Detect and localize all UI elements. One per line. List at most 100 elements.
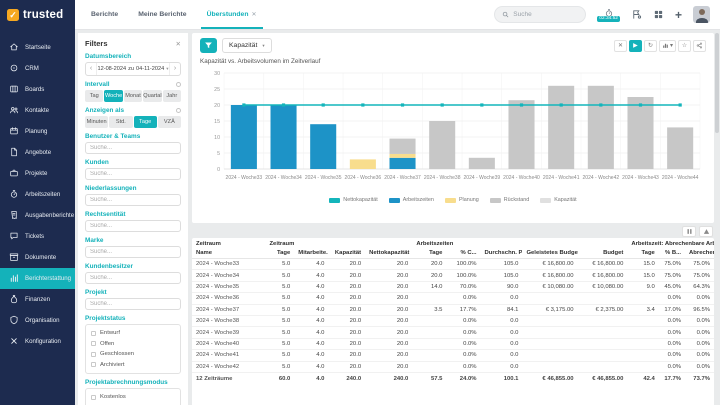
- chart-type-selector[interactable]: ▾: [659, 40, 676, 52]
- date-range-value[interactable]: 12-08-2024 zu 04-11-2024 ▾: [96, 63, 170, 75]
- refresh-icon[interactable]: ↻: [644, 40, 657, 52]
- apps-grid-icon[interactable]: [653, 9, 664, 20]
- table-row-2024-woche42[interactable]: 2024 - Woche425.04.020.020.00.0%0.00.0%0…: [192, 361, 714, 372]
- interval-option-tag[interactable]: Tag: [85, 90, 103, 102]
- rechtsentitat-search-input[interactable]: [85, 220, 181, 232]
- sidebar-item-berichterstattung[interactable]: Berichterstattung: [0, 268, 75, 289]
- table-row-2024-woche38[interactable]: 2024 - Woche385.04.020.020.00.0%0.00.0%0…: [192, 315, 714, 326]
- interval-option-woche[interactable]: Woche: [104, 90, 122, 102]
- column-header-b-11[interactable]: % B...: [659, 248, 685, 259]
- create-new-icon[interactable]: +: [675, 8, 682, 22]
- checkbox-icon[interactable]: [91, 331, 96, 336]
- sidebar-item-konfiguration[interactable]: Konfiguration: [0, 331, 75, 352]
- checkbox-geschlossen[interactable]: Geschlossen: [91, 349, 175, 360]
- interval-option-jahr[interactable]: Jahr: [163, 90, 181, 102]
- tab-berichte[interactable]: Berichte: [91, 0, 118, 29]
- table-row-2024-woche40[interactable]: 2024 - Woche405.04.020.020.00.0%0.00.0%0…: [192, 338, 714, 349]
- sidebar-item-planung[interactable]: Planung: [0, 121, 75, 142]
- sidebar-item-projekte[interactable]: Projekte: [0, 163, 75, 184]
- columns-icon[interactable]: [682, 226, 696, 237]
- table-row-2024-woche34[interactable]: 2024 - Woche345.04.020.020.020.0100.0%10…: [192, 270, 714, 281]
- tab-meine-berichte[interactable]: Meine Berichte: [138, 0, 186, 29]
- tab-close-icon[interactable]: ✕: [251, 11, 256, 18]
- page-scrollbar[interactable]: [715, 33, 719, 403]
- column-header-durchschn-pr-7[interactable]: Durchschn. Pr...: [481, 248, 523, 259]
- column-header-mitarbeite-2[interactable]: Mitarbeite...: [294, 248, 328, 259]
- legend-item-kapazitat[interactable]: Kapazität: [540, 197, 576, 203]
- info-icon[interactable]: [176, 82, 181, 87]
- interval-option-monat[interactable]: Monat: [124, 90, 142, 102]
- global-search[interactable]: [494, 6, 586, 23]
- checkbox-offen[interactable]: Offen: [91, 339, 175, 350]
- scrollbar-thumb[interactable]: [715, 33, 719, 133]
- column-header-tage-1[interactable]: Tage: [265, 248, 294, 259]
- checkbox-entwurf[interactable]: Entwurf: [91, 328, 175, 339]
- tab-uberstunden[interactable]: Überstunden✕: [207, 0, 257, 29]
- display-as-option-minuten[interactable]: Minuten: [85, 116, 108, 128]
- checkbox-kostenlos[interactable]: Kostenlos: [91, 392, 175, 403]
- metric-selector-dropdown[interactable]: Kapazität ▾: [222, 38, 272, 53]
- sidebar-item-tickets[interactable]: Tickets: [0, 226, 75, 247]
- display-as-option-tage[interactable]: Tage: [134, 116, 157, 128]
- sidebar-item-organisation[interactable]: Organisation: [0, 310, 75, 331]
- column-header-name-0[interactable]: Name: [192, 248, 265, 259]
- display-as-option-vza[interactable]: VZÄ: [158, 116, 181, 128]
- date-prev-button[interactable]: ‹: [86, 63, 96, 75]
- legend-item-arbeitszeiten[interactable]: Arbeitszeiten: [389, 197, 434, 203]
- sidebar-item-dokumente[interactable]: Dokumente: [0, 247, 75, 268]
- filter-label-kunden: Kunden: [85, 159, 181, 166]
- export-icon[interactable]: [699, 226, 713, 237]
- close-report-icon[interactable]: ✕: [614, 40, 627, 52]
- column-header-tage-10[interactable]: Tage: [627, 248, 658, 259]
- search-input[interactable]: [513, 11, 578, 18]
- sidebar-item-kontakte[interactable]: Kontakte: [0, 100, 75, 121]
- kundenbesitzer-search-input[interactable]: [85, 272, 181, 284]
- user-avatar[interactable]: [693, 6, 710, 23]
- column-header-tage-5[interactable]: Tage: [412, 248, 446, 259]
- column-header-geleistetes-budget-8[interactable]: Geleistetes Budget: [522, 248, 577, 259]
- time-tracking-flag-icon[interactable]: [631, 9, 642, 20]
- table-row-2024-woche35[interactable]: 2024 - Woche355.04.020.020.014.070.0%90.…: [192, 281, 714, 292]
- checkbox-icon[interactable]: [91, 352, 96, 357]
- table-row-2024-woche36[interactable]: 2024 - Woche365.04.020.020.00.0%0.00.0%0…: [192, 293, 714, 304]
- marke-search-input[interactable]: [85, 246, 181, 258]
- sidebar-item-startseite[interactable]: Startseite: [0, 37, 75, 58]
- checkbox-icon[interactable]: [91, 341, 96, 346]
- projekt-search-input[interactable]: [85, 298, 181, 310]
- date-next-button[interactable]: ›: [170, 63, 180, 75]
- interval-option-quartal[interactable]: Quartal: [143, 90, 161, 102]
- column-header-kapazitat-3[interactable]: Kapazität: [328, 248, 365, 259]
- checkbox-archiviert[interactable]: Archiviert: [91, 360, 175, 371]
- sidebar-item-arbeitszeiten[interactable]: Arbeitszeiten: [0, 184, 75, 205]
- table-row-2024-woche37[interactable]: 2024 - Woche375.04.020.020.03.517.7%84.1…: [192, 304, 714, 315]
- benutzer-teams-search-input[interactable]: [85, 142, 181, 154]
- kunden-search-input[interactable]: [85, 168, 181, 180]
- checkbox-icon[interactable]: [91, 362, 96, 367]
- sidebar-item-boards[interactable]: Boards: [0, 79, 75, 100]
- column-header-abrechen-12[interactable]: Abrechen...: [685, 248, 714, 259]
- legend-item-planung[interactable]: Planung: [445, 197, 479, 203]
- play-icon[interactable]: ▶: [629, 40, 642, 52]
- table-row-2024-woche39[interactable]: 2024 - Woche395.04.020.020.00.0%0.00.0%0…: [192, 327, 714, 338]
- table-row-2024-woche33[interactable]: 2024 - Woche335.04.020.020.020.0100.0%10…: [192, 259, 714, 270]
- share-icon[interactable]: [693, 40, 706, 52]
- display-as-option-std[interactable]: Std.: [109, 116, 132, 128]
- sidebar-item-angebote[interactable]: Angebote: [0, 142, 75, 163]
- sidebar-item-crm[interactable]: CRM: [0, 58, 75, 79]
- favorite-star-icon[interactable]: ☆: [678, 40, 691, 52]
- filters-close-icon[interactable]: ✕: [176, 40, 181, 48]
- table-row-2024-woche41[interactable]: 2024 - Woche415.04.020.020.00.0%0.00.0%0…: [192, 350, 714, 361]
- info-icon[interactable]: [176, 108, 181, 113]
- legend-item-ruckstand[interactable]: Rückstand: [490, 197, 529, 203]
- niederlassungen-search-input[interactable]: [85, 194, 181, 206]
- app-logo[interactable]: ✓ trusted: [0, 0, 75, 30]
- sidebar-item-finanzen[interactable]: Finanzen: [0, 289, 75, 310]
- column-header-nettokapazitat-4[interactable]: Nettokapazität: [365, 248, 412, 259]
- checkbox-icon[interactable]: [91, 395, 96, 400]
- filter-toggle-button[interactable]: [200, 38, 217, 53]
- column-header-budget-9[interactable]: Budget: [578, 248, 628, 259]
- column-header-c-6[interactable]: % C...: [446, 248, 480, 259]
- sidebar-item-ausgabenberichte[interactable]: Ausgabenberichte: [0, 205, 75, 226]
- legend-item-nettokapazitat[interactable]: Nettokapazität: [329, 197, 377, 203]
- timer-widget[interactable]: 02:34:52: [597, 8, 620, 22]
